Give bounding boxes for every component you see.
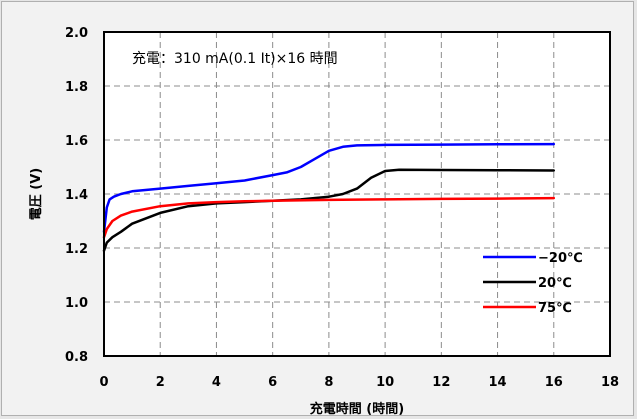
y-tick-label: 1.6 (65, 134, 88, 149)
series-line-0 (102, 142, 556, 234)
annotation: 充電：310 mA(0.1 It)×16 時間 (132, 51, 338, 67)
x-axis-title: 充電時間 (時間) (310, 401, 404, 417)
x-tick-label: 6 (268, 375, 277, 390)
x-tick-label: 2 (156, 375, 165, 390)
x-tick-label: 4 (212, 375, 221, 390)
series-line-2 (102, 196, 556, 239)
x-tick-label: 0 (99, 375, 108, 390)
x-tick-label: 16 (545, 375, 563, 390)
x-tick-label: 14 (489, 375, 507, 390)
y-axis-title: 電圧 (V) (29, 168, 44, 220)
x-tick-label: 18 (601, 375, 619, 390)
y-tick-labels: 0.8 1.0 1.2 1.4 1.6 1.8 2.0 (65, 26, 88, 365)
series-layer (102, 142, 556, 252)
legend-label: 20℃ (538, 276, 572, 291)
legend-label: −20℃ (538, 251, 583, 266)
x-tick-label: 8 (324, 375, 333, 390)
x-tick-labels: 0 2 4 6 8 10 12 14 16 18 (99, 375, 619, 390)
y-tick-label: 1.0 (65, 296, 88, 311)
x-tick-label: 12 (432, 375, 450, 390)
plot-border (103, 31, 611, 357)
y-tick-label: 1.4 (65, 188, 88, 203)
legend-label: 75℃ (538, 301, 572, 316)
y-tick-label: 1.8 (65, 80, 88, 95)
y-tick-label: 1.2 (65, 242, 88, 257)
grid (104, 32, 610, 356)
x-tick-label: 10 (376, 375, 394, 390)
legend: −20℃ 20℃ 75℃ (483, 251, 583, 316)
y-tick-label: 2.0 (65, 26, 88, 41)
y-tick-label: 0.8 (65, 350, 88, 365)
